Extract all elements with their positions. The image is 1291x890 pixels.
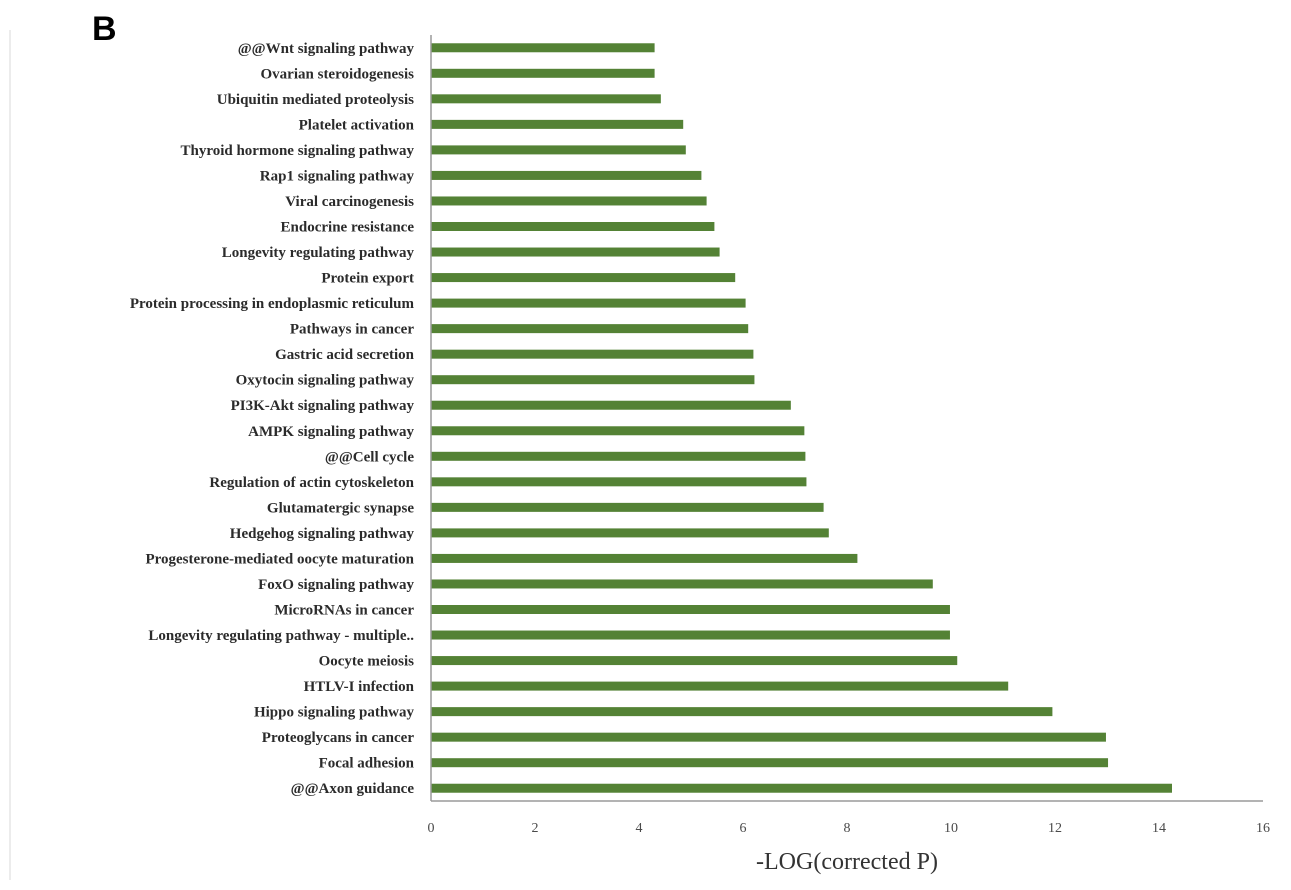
category-label: HTLV-I infection (304, 679, 415, 695)
category-label: Longevity regulating pathway (222, 245, 415, 261)
category-label: Protein export (321, 271, 414, 287)
bar (431, 94, 661, 104)
bar (431, 68, 655, 78)
x-tick-label: 12 (1048, 821, 1062, 836)
bar (431, 528, 829, 538)
category-label: Proteoglycans in cancer (262, 730, 415, 746)
x-tick-label: 8 (844, 821, 851, 836)
x-tick-label: 16 (1256, 821, 1270, 836)
bar (431, 43, 655, 53)
category-label: Thyroid hormone signaling pathway (180, 143, 414, 159)
bar (431, 349, 754, 359)
x-tick-label: 0 (428, 821, 435, 836)
category-label: FoxO signaling pathway (258, 577, 414, 593)
category-label: Platelet activation (299, 117, 415, 133)
bar (431, 170, 702, 180)
panel-letter: B (92, 10, 117, 48)
bar (431, 324, 749, 334)
category-label: Regulation of actin cytoskeleton (209, 475, 414, 491)
bar (431, 145, 686, 155)
category-label: Progesterone-mediated oocyte maturation (145, 551, 414, 567)
bars-group (431, 43, 1172, 793)
x-tick-label: 2 (532, 821, 539, 836)
category-label: Viral carcinogenesis (285, 194, 414, 210)
bar (431, 732, 1106, 742)
category-label: Oxytocin signaling pathway (236, 373, 415, 389)
category-label: Focal adhesion (319, 756, 415, 772)
bar (431, 758, 1109, 768)
category-label: @@Axon guidance (291, 781, 415, 797)
category-labels: @@Wnt signaling pathway Ovarian steroidog… (130, 41, 415, 797)
bar (431, 196, 707, 206)
category-label: Longevity regulating pathway - multiple.… (148, 628, 414, 644)
bar (431, 630, 950, 640)
category-label: Rap1 signaling pathway (260, 168, 415, 184)
bar (431, 783, 1172, 793)
category-label: Pathways in cancer (290, 322, 414, 338)
category-label: Ovarian steroidogenesis (261, 66, 415, 82)
category-label: Protein processing in endoplasmic reticu… (130, 296, 415, 312)
x-tick-label: 14 (1152, 821, 1166, 836)
category-label: Hippo signaling pathway (254, 705, 415, 721)
x-axis: 0 2 4 6 8 10 12 14 16 (428, 35, 1271, 836)
x-tick-label: 4 (636, 821, 643, 836)
bar (431, 707, 1053, 717)
category-label: Ubiquitin mediated proteolysis (217, 92, 414, 108)
category-label: MicroRNAs in cancer (274, 603, 414, 619)
bar (431, 681, 1009, 691)
bar (431, 656, 958, 666)
x-tick-labels: 0 2 4 6 8 10 12 14 16 (428, 821, 1271, 836)
category-label: Oocyte meiosis (319, 654, 415, 670)
x-axis-title: -LOG(corrected P) (756, 849, 938, 875)
category-label: PI3K-Akt signaling pathway (231, 398, 415, 414)
category-label: Endocrine resistance (281, 220, 415, 236)
category-label: Glutamatergic synapse (267, 500, 414, 516)
bar (431, 426, 805, 436)
category-label: @@Wnt signaling pathway (238, 41, 415, 57)
category-label: @@Cell cycle (325, 449, 414, 465)
bar (431, 502, 824, 512)
bar (431, 119, 684, 129)
x-tick-label: 6 (740, 821, 747, 836)
bar (431, 553, 858, 563)
bar (431, 400, 791, 410)
bar (431, 605, 950, 614)
bar (431, 579, 933, 589)
bar (431, 451, 806, 461)
x-tick-label: 10 (944, 821, 958, 836)
category-label: Hedgehog signaling pathway (230, 526, 415, 542)
bar (431, 247, 720, 257)
bar (431, 222, 715, 231)
bar (431, 298, 746, 308)
category-label: Gastric acid secretion (275, 347, 415, 363)
category-label: AMPK signaling pathway (248, 424, 414, 440)
bar (431, 477, 807, 487)
bar (431, 375, 755, 385)
bar (431, 273, 736, 283)
